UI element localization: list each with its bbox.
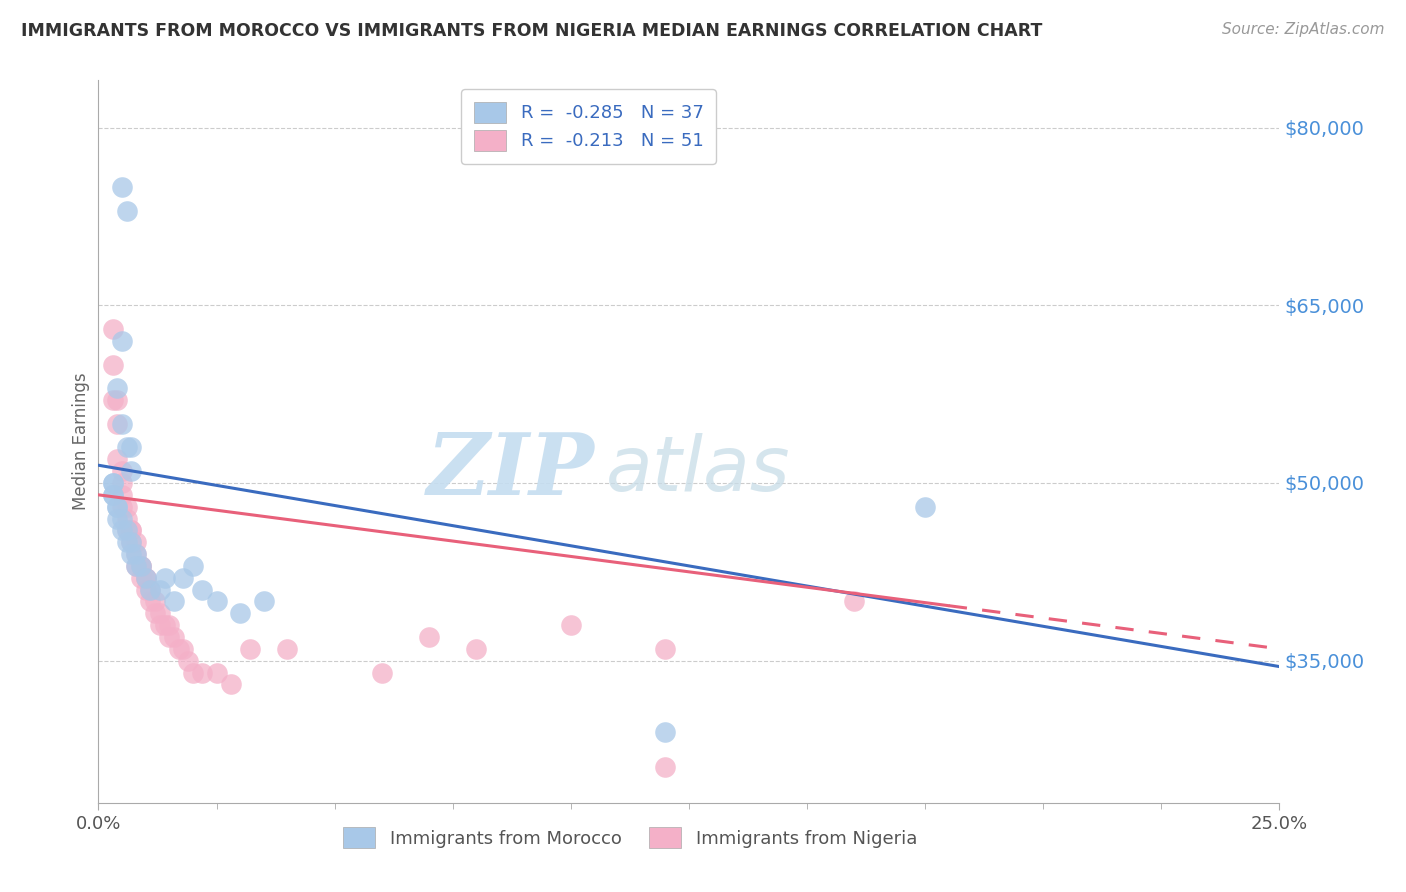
Point xyxy=(135,571,157,585)
Point xyxy=(153,618,176,632)
Point xyxy=(172,641,194,656)
Point xyxy=(111,524,134,538)
Point xyxy=(121,535,143,549)
Point xyxy=(125,547,148,561)
Point xyxy=(111,334,134,348)
Point xyxy=(101,322,124,336)
Point xyxy=(465,641,488,656)
Point xyxy=(560,618,582,632)
Point xyxy=(129,558,152,573)
Point xyxy=(105,511,128,525)
Point xyxy=(115,511,138,525)
Point xyxy=(121,535,143,549)
Point xyxy=(177,654,200,668)
Point xyxy=(121,547,143,561)
Point xyxy=(115,524,138,538)
Point xyxy=(125,535,148,549)
Point xyxy=(115,524,138,538)
Point xyxy=(239,641,262,656)
Point xyxy=(191,665,214,680)
Point xyxy=(149,607,172,621)
Point xyxy=(101,488,124,502)
Point xyxy=(125,558,148,573)
Point xyxy=(276,641,298,656)
Y-axis label: Median Earnings: Median Earnings xyxy=(72,373,90,510)
Point xyxy=(129,558,152,573)
Point xyxy=(111,488,134,502)
Point xyxy=(167,641,190,656)
Point xyxy=(111,180,134,194)
Point xyxy=(149,582,172,597)
Point xyxy=(115,203,138,218)
Point xyxy=(121,524,143,538)
Point xyxy=(105,417,128,431)
Point xyxy=(371,665,394,680)
Point xyxy=(191,582,214,597)
Point xyxy=(101,358,124,372)
Point xyxy=(135,571,157,585)
Point xyxy=(654,641,676,656)
Point xyxy=(229,607,252,621)
Point xyxy=(205,594,228,608)
Point xyxy=(111,464,134,478)
Point xyxy=(111,511,134,525)
Point xyxy=(139,582,162,597)
Point xyxy=(157,630,180,644)
Point xyxy=(181,558,204,573)
Point xyxy=(111,417,134,431)
Point xyxy=(121,464,143,478)
Point xyxy=(153,571,176,585)
Text: atlas: atlas xyxy=(606,434,790,508)
Text: IMMIGRANTS FROM MOROCCO VS IMMIGRANTS FROM NIGERIA MEDIAN EARNINGS CORRELATION C: IMMIGRANTS FROM MOROCCO VS IMMIGRANTS FR… xyxy=(21,22,1042,40)
Point xyxy=(101,488,124,502)
Point xyxy=(219,677,242,691)
Point xyxy=(157,618,180,632)
Point xyxy=(101,393,124,408)
Point xyxy=(654,760,676,774)
Point xyxy=(125,558,148,573)
Point xyxy=(101,475,124,490)
Point xyxy=(121,441,143,455)
Point xyxy=(205,665,228,680)
Point xyxy=(111,500,134,514)
Point xyxy=(172,571,194,585)
Point xyxy=(129,558,152,573)
Point xyxy=(105,500,128,514)
Point xyxy=(105,500,128,514)
Point xyxy=(121,524,143,538)
Point xyxy=(115,500,138,514)
Point xyxy=(163,594,186,608)
Point xyxy=(125,547,148,561)
Legend: Immigrants from Morocco, Immigrants from Nigeria: Immigrants from Morocco, Immigrants from… xyxy=(336,820,924,855)
Point xyxy=(253,594,276,608)
Point xyxy=(135,582,157,597)
Point xyxy=(844,594,866,608)
Point xyxy=(105,393,128,408)
Point xyxy=(105,452,128,467)
Point xyxy=(149,618,172,632)
Point xyxy=(143,594,166,608)
Point xyxy=(163,630,186,644)
Point xyxy=(115,535,138,549)
Point xyxy=(101,475,124,490)
Point xyxy=(111,475,134,490)
Point xyxy=(129,571,152,585)
Point xyxy=(139,582,162,597)
Point xyxy=(139,594,162,608)
Point xyxy=(181,665,204,680)
Point xyxy=(418,630,440,644)
Text: Source: ZipAtlas.com: Source: ZipAtlas.com xyxy=(1222,22,1385,37)
Point xyxy=(105,381,128,395)
Point xyxy=(135,571,157,585)
Point xyxy=(914,500,936,514)
Point xyxy=(654,724,676,739)
Text: ZIP: ZIP xyxy=(426,429,595,512)
Point xyxy=(143,607,166,621)
Point xyxy=(115,441,138,455)
